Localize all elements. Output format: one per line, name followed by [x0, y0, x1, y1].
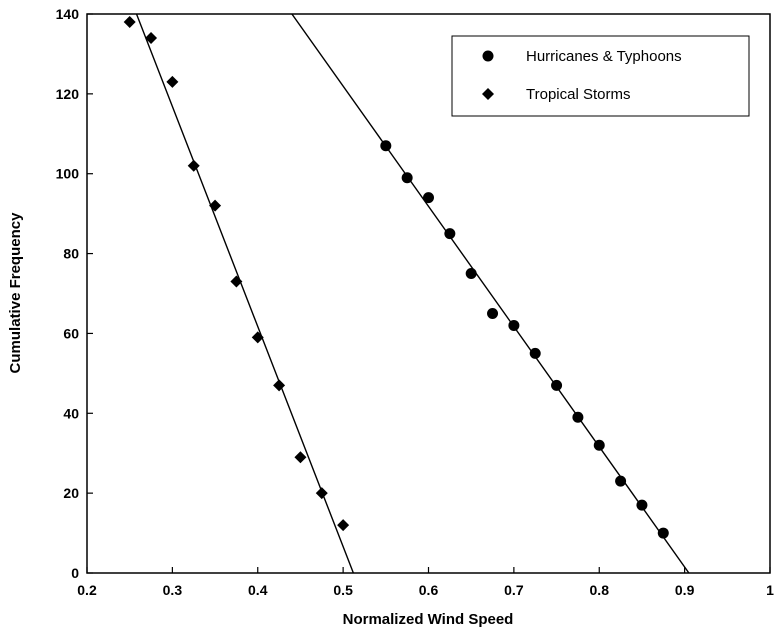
point-hurricanes [657, 527, 669, 539]
y-tick-label: 40 [63, 405, 79, 421]
x-axis-title: Normalized Wind Speed [343, 611, 514, 628]
x-tick-label: 0.2 [77, 582, 97, 598]
point-tropical-storms [166, 75, 179, 88]
point-tropical-storms [230, 275, 243, 288]
legend-label-tropical-storms: Tropical Storms [526, 86, 630, 103]
y-tick-label: 100 [56, 166, 80, 182]
y-tick-label: 120 [56, 86, 80, 102]
point-hurricanes [636, 499, 648, 511]
y-axis-title: Cumulative Frequency [7, 212, 24, 374]
point-hurricanes [615, 475, 627, 487]
y-tick-label: 140 [56, 6, 80, 22]
legend: Hurricanes & Typhoons Tropical Storms [451, 35, 750, 117]
axis-ticks: 0.2 0.3 0.4 0.5 0.6 0.7 0.8 0.9 1 0 20 40 60 80 100 120… [56, 6, 774, 598]
y-tick-label: 0 [71, 565, 79, 581]
point-hurricanes [529, 347, 541, 359]
x-tick-label: 0.5 [333, 582, 353, 598]
legend-box [451, 35, 750, 117]
point-tropical-storms [123, 15, 136, 28]
legend-label-hurricanes: Hurricanes & Typhoons [526, 48, 682, 65]
x-tick-label: 0.3 [163, 582, 183, 598]
point-tropical-storms [294, 451, 307, 464]
x-tick-label: 1 [766, 582, 774, 598]
point-tropical-storms [251, 331, 264, 344]
y-tick-label: 20 [63, 485, 79, 501]
legend-marker-tropical-storms [482, 88, 494, 100]
point-hurricanes [572, 411, 584, 423]
y-tick-label: 80 [63, 246, 79, 262]
point-hurricanes [380, 140, 392, 152]
x-tick-label: 0.4 [248, 582, 268, 598]
fit-line-tropical-storms [135, 14, 355, 573]
x-tick-label: 0.8 [590, 582, 610, 598]
point-hurricanes [593, 439, 605, 451]
legend-marker-hurricanes [482, 50, 494, 62]
point-tropical-storms [209, 199, 222, 212]
data-points [123, 15, 669, 539]
y-tick-label: 60 [63, 325, 79, 341]
point-tropical-storms [315, 487, 328, 500]
point-hurricanes [551, 379, 563, 391]
point-hurricanes [487, 307, 499, 319]
point-hurricanes [423, 192, 434, 204]
point-tropical-storms [187, 159, 200, 172]
point-tropical-storms [337, 519, 350, 532]
x-tick-label: 0.6 [419, 582, 439, 598]
x-tick-label: 0.7 [504, 582, 524, 598]
point-tropical-storms [273, 379, 286, 392]
point-hurricanes [401, 172, 413, 184]
x-tick-label: 0.9 [675, 582, 695, 598]
point-hurricanes [508, 319, 520, 331]
point-tropical-storms [145, 31, 158, 44]
point-hurricanes [444, 228, 456, 240]
point-hurricanes [465, 268, 477, 280]
